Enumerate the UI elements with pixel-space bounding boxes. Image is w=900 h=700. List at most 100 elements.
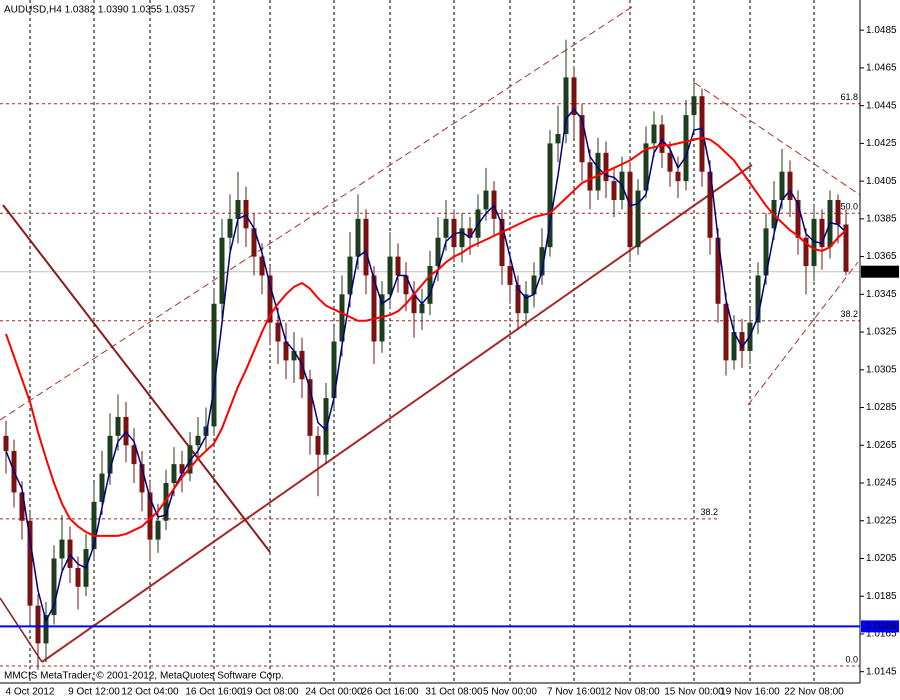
candle-body bbox=[699, 96, 705, 172]
candle-body bbox=[427, 266, 433, 304]
y-tick-label: 1.0465 bbox=[866, 63, 897, 74]
candle-body bbox=[467, 228, 473, 238]
y-tick-label: 1.0165 bbox=[866, 629, 897, 640]
candle-body bbox=[195, 435, 201, 446]
fib-label: 61.8 bbox=[840, 92, 858, 102]
candle-body bbox=[307, 379, 313, 436]
candle-body bbox=[43, 615, 49, 644]
fib-label: 38.2 bbox=[840, 309, 858, 319]
candle-body bbox=[411, 294, 417, 314]
candle-body bbox=[139, 464, 145, 493]
candle-body bbox=[235, 199, 241, 219]
candle-body bbox=[451, 218, 457, 248]
candle-body bbox=[627, 171, 633, 248]
candle-body bbox=[835, 199, 841, 225]
x-tick-label: 19 Oct 08:00 bbox=[241, 687, 299, 698]
candle-body bbox=[459, 228, 465, 248]
candle-body bbox=[795, 199, 801, 238]
candle-body bbox=[739, 332, 745, 351]
y-tick-label: 1.0425 bbox=[866, 138, 897, 149]
candle-body bbox=[779, 171, 785, 200]
candle-body bbox=[403, 275, 409, 295]
x-tick-label: 4 Oct 2012 bbox=[6, 687, 55, 698]
y-tick-label: 1.0365 bbox=[866, 251, 897, 262]
x-tick-label: 31 Oct 08:00 bbox=[425, 687, 483, 698]
fib-label: 0.0 bbox=[845, 654, 858, 664]
x-tick-label: 26 Oct 16:00 bbox=[361, 687, 419, 698]
candle-body bbox=[387, 256, 393, 295]
candle-body bbox=[523, 294, 529, 314]
x-tick-label: 9 Oct 12:00 bbox=[68, 687, 120, 698]
y-tick-label: 1.0145 bbox=[866, 666, 897, 677]
y-tick-label: 1.0405 bbox=[866, 176, 897, 187]
y-tick-label: 1.0265 bbox=[866, 440, 897, 451]
candle-body bbox=[339, 294, 345, 342]
candle-body bbox=[579, 115, 585, 163]
price-box-label: 1.0357 bbox=[866, 266, 897, 277]
y-tick-label: 1.0385 bbox=[866, 214, 897, 225]
x-tick-label: 24 Oct 00:00 bbox=[305, 687, 363, 698]
candle-body bbox=[843, 224, 849, 272]
candle-body bbox=[323, 398, 329, 455]
fib-label: 50.0 bbox=[840, 202, 858, 212]
candle-body bbox=[763, 228, 769, 276]
candle-body bbox=[19, 492, 25, 521]
candle-body bbox=[147, 492, 153, 540]
candle-body bbox=[755, 275, 761, 323]
candle-body bbox=[363, 218, 369, 276]
candle-body bbox=[539, 247, 545, 276]
candle-body bbox=[283, 341, 289, 361]
candle-body bbox=[91, 501, 97, 550]
candle-body bbox=[595, 152, 601, 191]
y-tick-label: 1.0445 bbox=[866, 100, 897, 111]
candle-body bbox=[219, 237, 225, 304]
y-tick-label: 1.0285 bbox=[866, 402, 897, 413]
candle-body bbox=[331, 341, 337, 399]
candle-body bbox=[643, 143, 649, 191]
y-tick-label: 1.0485 bbox=[866, 25, 897, 36]
candle-body bbox=[603, 152, 609, 182]
candle-body bbox=[787, 171, 793, 200]
y-tick-label: 1.0305 bbox=[866, 364, 897, 375]
candle-body bbox=[691, 96, 697, 116]
y-tick-label: 1.0225 bbox=[866, 515, 897, 526]
candle-body bbox=[563, 77, 569, 134]
candle-body bbox=[291, 350, 297, 361]
candle-body bbox=[683, 115, 689, 182]
channel-line bbox=[0, 4, 636, 421]
candle-body bbox=[267, 275, 273, 323]
candle-body bbox=[171, 464, 177, 484]
candle-body bbox=[819, 218, 825, 248]
drawing-objects bbox=[0, 4, 861, 663]
fib-label: 38.2 bbox=[700, 507, 718, 517]
candle-body bbox=[707, 171, 713, 238]
x-tick-label: 16 Oct 16:00 bbox=[185, 687, 243, 698]
x-tick-label: 7 Nov 16:00 bbox=[547, 687, 601, 698]
candle-body bbox=[547, 143, 553, 248]
x-tick-label: 19 Nov 16:00 bbox=[720, 687, 780, 698]
candle-body bbox=[59, 539, 65, 559]
price-box-label: 1.0169 bbox=[866, 621, 897, 632]
candle-body bbox=[507, 266, 513, 285]
candle-body bbox=[515, 284, 521, 314]
candle-body bbox=[723, 303, 729, 361]
candle-body bbox=[115, 416, 121, 436]
candle-body bbox=[35, 605, 41, 644]
candle-body bbox=[107, 435, 113, 474]
candle-body bbox=[419, 303, 425, 314]
candle-body bbox=[483, 190, 489, 210]
candle-body bbox=[251, 228, 257, 257]
candle-body bbox=[179, 464, 185, 474]
candle-body bbox=[155, 520, 161, 540]
candle-body bbox=[203, 426, 209, 436]
candle-body bbox=[211, 303, 217, 427]
candle-body bbox=[275, 322, 281, 342]
candle-body bbox=[51, 558, 57, 616]
candle-body bbox=[75, 567, 81, 587]
candle-body bbox=[667, 152, 673, 172]
candle-body bbox=[243, 199, 249, 229]
candle-body bbox=[651, 124, 657, 144]
candle-body bbox=[131, 445, 137, 465]
candle-body bbox=[731, 332, 737, 361]
